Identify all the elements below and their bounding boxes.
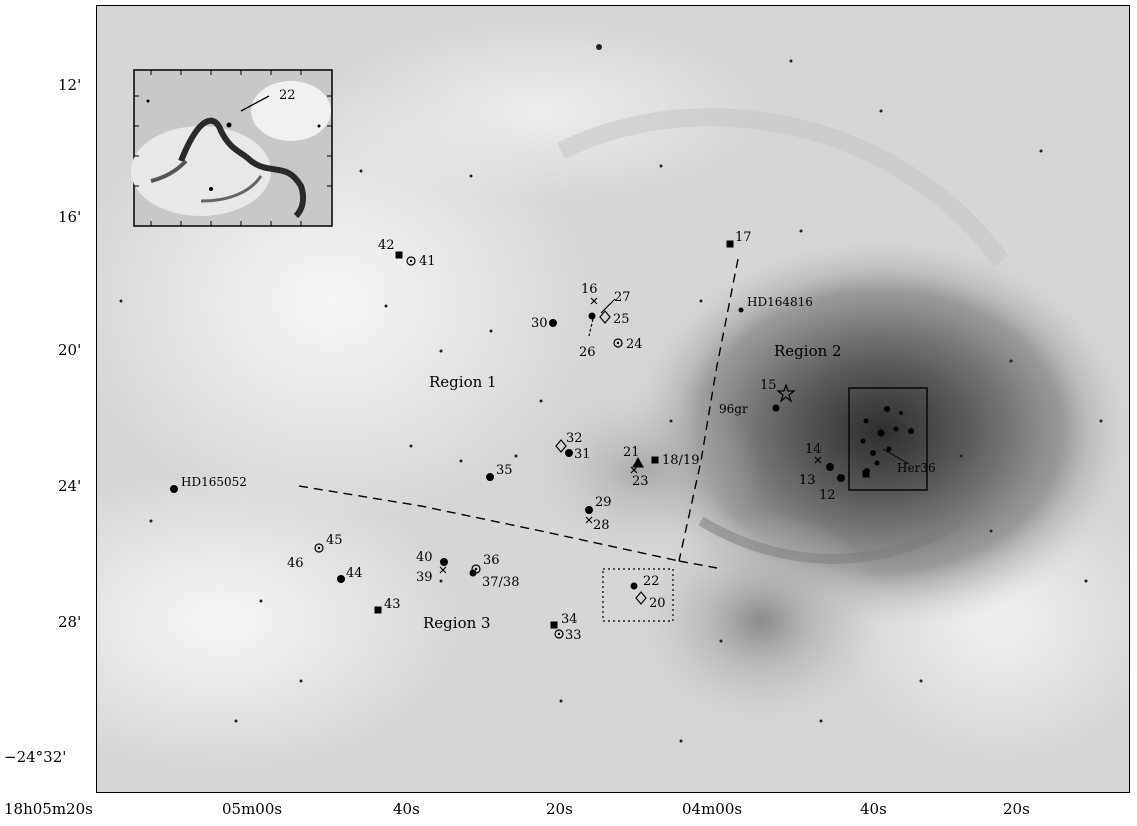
sky-image: 22 (97, 6, 1129, 792)
region-boundaries (298, 258, 739, 569)
src-18-19: 18/19 (662, 453, 699, 468)
x-tick-40b: 40s (860, 800, 887, 818)
src-34: 34 (561, 612, 578, 627)
src-13: 13 (799, 473, 816, 488)
src-44: 44 (346, 566, 363, 581)
src-23: 23 (632, 474, 649, 489)
x-tick-0520: 18h05m20s (4, 800, 93, 818)
src-42: 42 (378, 238, 395, 253)
src-21: 21 (623, 445, 640, 460)
y-tick-28: 28' (58, 613, 82, 631)
src-28: 28 (593, 518, 610, 533)
inset-label: 22 (279, 88, 296, 103)
x-tick-20a: 20s (546, 800, 573, 818)
region-3-label: Region 3 (423, 614, 491, 632)
y-tick-12: 12' (58, 76, 82, 94)
sky-image-frame: 22 (96, 5, 1130, 793)
y-tick-32: −24°32' (4, 748, 67, 766)
src-43: 43 (384, 597, 401, 612)
src-31: 31 (574, 447, 591, 462)
src-30: 30 (531, 316, 548, 331)
x-tick-20b: 20s (1003, 800, 1030, 818)
src-26: 26 (579, 345, 596, 360)
src-22: 22 (643, 574, 660, 589)
src-25: 25 (613, 312, 630, 327)
src-40: 40 (416, 550, 433, 565)
src-35: 35 (496, 463, 513, 478)
region-1-label: Region 1 (429, 373, 497, 391)
src-17: 17 (735, 230, 752, 245)
src-12: 12 (819, 488, 836, 503)
src-46: 46 (287, 556, 304, 571)
src-36: 36 (483, 553, 500, 568)
x-tick-0400: 04m00s (682, 800, 743, 818)
x-tick-0500: 05m00s (222, 800, 283, 818)
src-27: 27 (614, 290, 631, 305)
y-tick-16: 16' (58, 208, 82, 226)
src-29: 29 (595, 495, 612, 510)
src-15: 15 (760, 378, 777, 393)
src-39: 39 (416, 570, 433, 585)
src-24: 24 (626, 337, 643, 352)
y-tick-20: 20' (58, 341, 82, 359)
her36-label: Her36 (897, 461, 936, 475)
src-32: 32 (566, 431, 583, 446)
src-16: 16 (581, 282, 598, 297)
src-41: 41 (419, 254, 436, 269)
y-tick-24: 24' (58, 477, 82, 495)
src-45: 45 (326, 533, 343, 548)
hd165052-label: HD165052 (181, 475, 247, 489)
96gr-label: 96gr (719, 402, 748, 416)
inset-location-box (602, 568, 674, 622)
her36-box (848, 387, 928, 491)
inset-panel: 22 (131, 69, 333, 227)
src-37-38: 37/38 (482, 575, 519, 590)
src-20: 20 (649, 596, 666, 611)
src-14: 14 (805, 442, 822, 457)
hd164816-label: HD164816 (747, 295, 813, 309)
src-33: 33 (565, 628, 582, 643)
region-2-label: Region 2 (774, 342, 842, 360)
x-tick-40a: 40s (393, 800, 420, 818)
